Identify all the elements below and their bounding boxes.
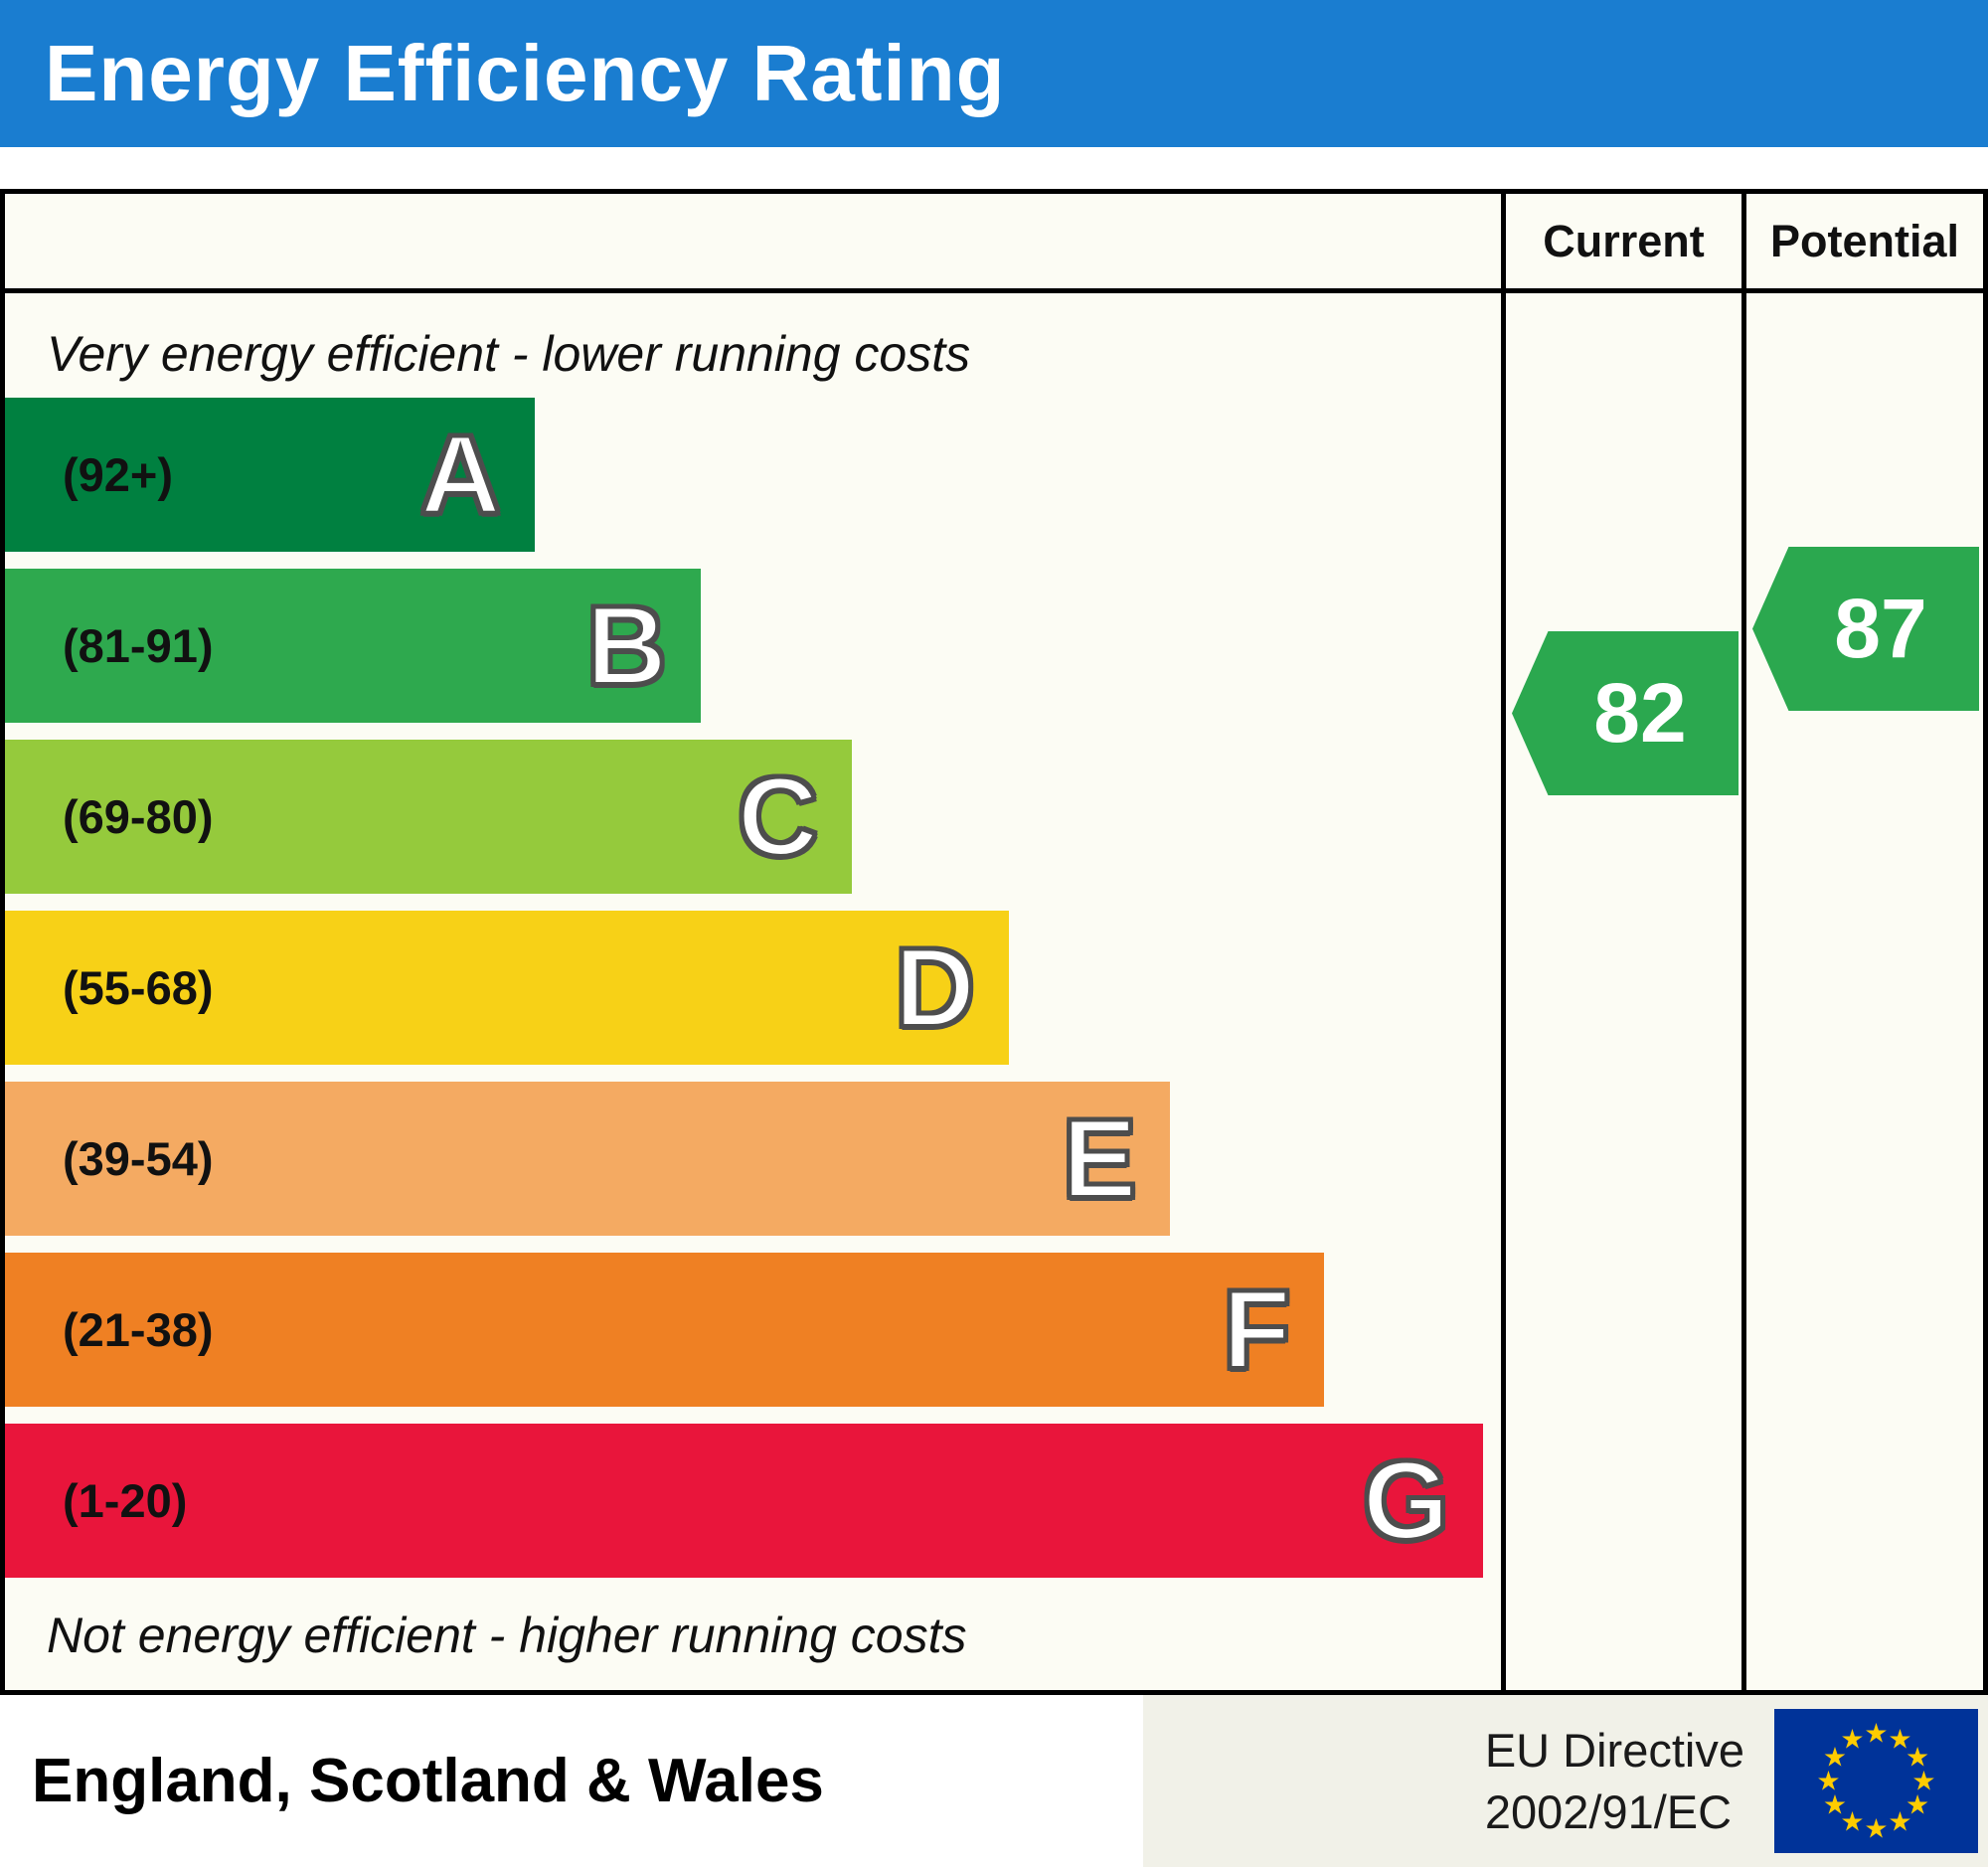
top-note: Very energy efficient - lower running co… [47, 326, 971, 382]
eu-directive-line2: 2002/91/EC [1484, 1784, 1733, 1838]
rating-bars: (92+) A (81-91) B (69-80) C (55-68) D (3… [5, 398, 1501, 1595]
band-d-range-label: (55-68) [63, 961, 214, 1014]
potential-rating-value: 87 [1834, 582, 1927, 675]
eu-flag-star: ★ [1840, 1806, 1865, 1837]
band-b-letter: B [584, 583, 669, 708]
band-a-range-label: (92+) [63, 448, 174, 501]
eu-directive-line1: EU Directive [1484, 1724, 1744, 1778]
rating-bands-area: Very energy efficient - lower running co… [5, 293, 1501, 1690]
band-g-range-label: (1-20) [63, 1474, 188, 1527]
band-d-letter: D [893, 925, 977, 1050]
band-c-bar: (69-80) C [5, 740, 852, 894]
band-f-letter: F [1221, 1267, 1292, 1392]
current-column-header: Current [1501, 194, 1741, 293]
eu-flag-star: ★ [1840, 1724, 1865, 1755]
page-header: Energy Efficiency Rating [0, 0, 1988, 147]
current-rating-arrow: 82 [1512, 631, 1739, 795]
potential-rating-arrow: 87 [1752, 547, 1979, 711]
eu-flag-star: ★ [1888, 1724, 1912, 1755]
eu-flag-star: ★ [1888, 1806, 1912, 1837]
epc-rating-table: Current Potential Very energy efficient … [0, 189, 1988, 1695]
band-g-bar: (1-20) G [5, 1424, 1483, 1578]
potential-column: 87 [1741, 293, 1983, 1690]
band-b-range-label: (81-91) [63, 619, 214, 672]
band-a-letter: A [418, 412, 503, 537]
eu-flag-star: ★ [1816, 1766, 1841, 1795]
eu-flag-icon: ★ ★ ★ ★ ★ ★ ★ ★ ★ ★ ★ ★ [1774, 1709, 1978, 1853]
eu-flag-star: ★ [1822, 1789, 1848, 1819]
region-label: England, Scotland & Wales [32, 1747, 824, 1815]
page-title: Energy Efficiency Rating [45, 29, 1006, 117]
band-f-range-label: (21-38) [63, 1303, 214, 1356]
eu-flag-star: ★ [1864, 1813, 1889, 1843]
band-d-bar: (55-68) D [5, 911, 1009, 1065]
band-e-range-label: (39-54) [63, 1132, 214, 1185]
eu-flag-star: ★ [1822, 1742, 1848, 1772]
table-header-spacer [5, 194, 1501, 293]
eu-flag-star: ★ [1864, 1718, 1889, 1748]
eu-flag-star: ★ [1905, 1789, 1930, 1819]
eu-flag-star: ★ [1905, 1742, 1930, 1772]
eu-directive-label: EU Directive 2002/91/EC [1485, 1720, 1744, 1841]
band-e-bar: (39-54) E [5, 1082, 1171, 1236]
band-c-letter: C [736, 754, 820, 879]
band-g-letter: G [1361, 1438, 1451, 1563]
band-c-range-label: (69-80) [63, 790, 214, 843]
band-e-letter: E [1061, 1096, 1139, 1221]
band-a-bar: (92+) A [5, 398, 535, 552]
page-footer: England, Scotland & Wales EU Directive 2… [0, 1695, 1988, 1867]
band-f-bar: (21-38) F [5, 1253, 1325, 1407]
eu-flag-star: ★ [1911, 1766, 1936, 1795]
potential-column-header: Potential [1741, 194, 1983, 293]
band-b-bar: (81-91) B [5, 569, 701, 723]
current-column: 82 [1501, 293, 1741, 1690]
bottom-note: Not energy efficient - higher running co… [47, 1608, 967, 1663]
current-rating-value: 82 [1593, 666, 1687, 760]
